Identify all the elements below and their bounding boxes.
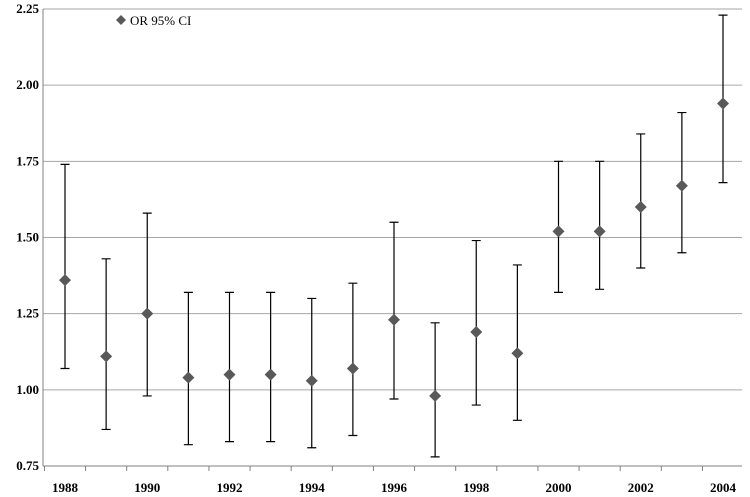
or-point-2002 bbox=[634, 201, 647, 214]
legend-label: OR 95% CI bbox=[130, 13, 191, 28]
x-tick-label: 2000 bbox=[546, 480, 572, 495]
y-tick-label: 2.25 bbox=[16, 1, 39, 16]
or-point-2004 bbox=[717, 97, 729, 110]
or-point-1999 bbox=[511, 347, 524, 360]
ci-bar-1992 bbox=[225, 291, 234, 443]
y-tick-label: 1.75 bbox=[16, 153, 39, 168]
y-axis-ticks: 0.75 1.00 1.25 1.50 1.75 2.00 2.25 bbox=[16, 1, 39, 473]
ci-bar-1989 bbox=[101, 258, 111, 431]
ci-bar-1991 bbox=[183, 291, 193, 446]
y-tick-label: 2.00 bbox=[16, 77, 39, 92]
ci-bar-1988 bbox=[60, 163, 70, 370]
y-tick-label: 1.50 bbox=[16, 230, 39, 245]
or-point-1988 bbox=[59, 274, 71, 287]
confidence-intervals bbox=[60, 14, 728, 458]
or-point-1997 bbox=[429, 389, 442, 402]
or-point-1989 bbox=[100, 350, 113, 363]
x-tick-label: 2002 bbox=[628, 480, 654, 495]
x-tick-label: 1992 bbox=[217, 480, 243, 495]
y-tick-label: 0.75 bbox=[16, 458, 39, 473]
ci-bar-1999 bbox=[512, 264, 522, 421]
x-tick-label: 1996 bbox=[381, 480, 408, 495]
or-point-1990 bbox=[141, 307, 154, 320]
or-point-1993 bbox=[264, 368, 277, 381]
x-tick-label: 1988 bbox=[52, 480, 79, 495]
ci-bar-1990 bbox=[142, 212, 152, 397]
y-tick-label: 1.00 bbox=[16, 382, 39, 397]
x-tick-label: 1998 bbox=[463, 480, 490, 495]
odds-ratio-points bbox=[59, 97, 729, 402]
x-tick-label: 1990 bbox=[134, 480, 160, 495]
or-point-1992 bbox=[223, 368, 236, 381]
or-point-1994 bbox=[305, 374, 318, 387]
gridlines bbox=[43, 8, 742, 391]
x-axis-ticks: 1988 1990 1992 1994 1996 1998 2000 2002 2004 bbox=[52, 480, 737, 495]
ci-bar-2002 bbox=[636, 133, 646, 269]
ci-bar-1995 bbox=[348, 282, 358, 437]
ci-bar-1997 bbox=[430, 322, 440, 458]
y-tick-label: 1.25 bbox=[16, 306, 39, 321]
or-point-2000 bbox=[552, 225, 565, 238]
or-point-2003 bbox=[675, 179, 688, 192]
ci-bar-1993 bbox=[266, 291, 276, 443]
legend: OR 95% CI bbox=[116, 13, 191, 28]
ci-bar-1994 bbox=[307, 297, 317, 449]
x-tick-label: 1994 bbox=[299, 480, 326, 495]
or-point-1998 bbox=[470, 325, 483, 338]
or-point-1991 bbox=[182, 371, 195, 384]
x-tick-label: 2004 bbox=[710, 480, 737, 495]
ci-bar-1996 bbox=[389, 221, 399, 400]
legend-marker bbox=[116, 15, 126, 25]
or-point-2001 bbox=[593, 225, 606, 238]
or-point-1995 bbox=[346, 362, 359, 375]
ci-bar-2001 bbox=[595, 160, 605, 290]
ci-bar-1998 bbox=[471, 239, 481, 406]
or-point-1996 bbox=[388, 313, 400, 326]
axes bbox=[42, 9, 742, 471]
